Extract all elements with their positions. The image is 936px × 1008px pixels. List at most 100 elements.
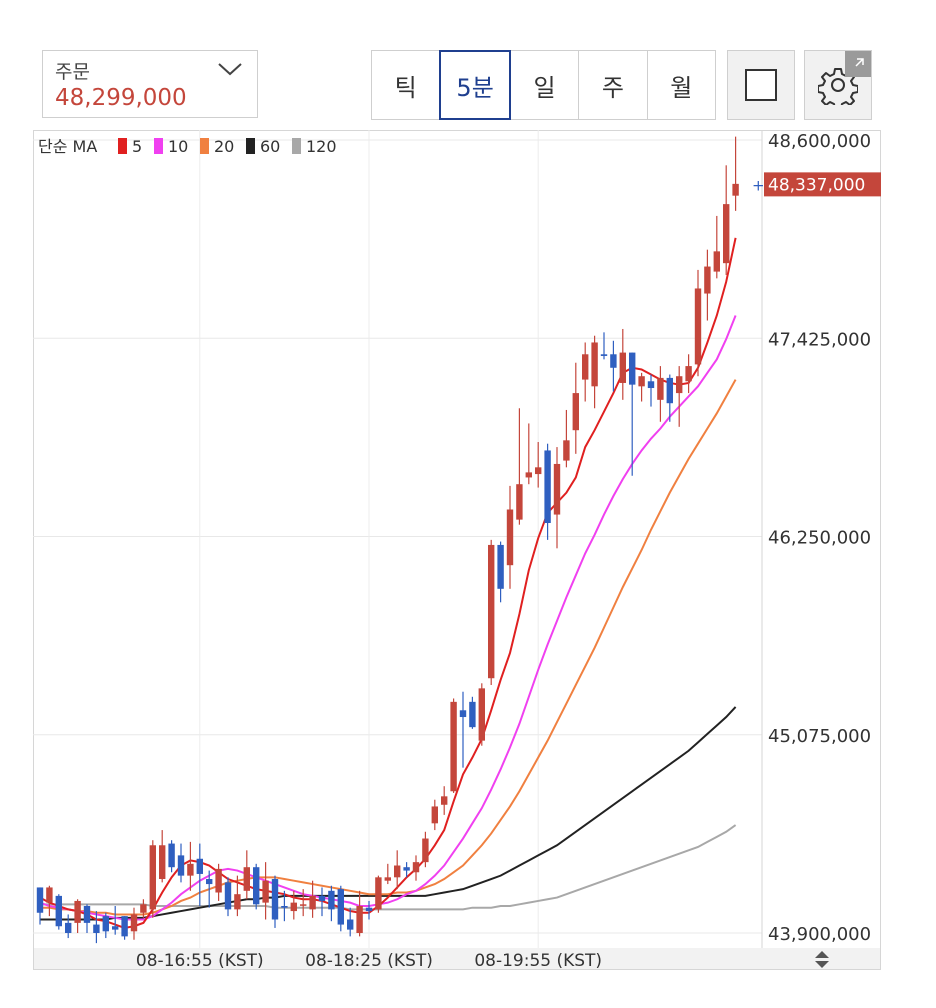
candle-body [478, 688, 485, 741]
candle-body [36, 887, 44, 913]
candle-body [572, 393, 579, 431]
candle-body [309, 895, 316, 910]
y-tick-label: 47,425,000 [768, 329, 871, 350]
candle-body [102, 916, 109, 932]
candle-body [243, 867, 250, 891]
y-tick-label: 43,900,000 [768, 924, 871, 945]
candle-body [253, 867, 260, 905]
candle-body [723, 204, 730, 264]
candle-body [356, 906, 363, 933]
candle-body [177, 855, 185, 876]
settings-button[interactable] [804, 50, 872, 120]
candle-body [403, 867, 410, 871]
candle-body [610, 354, 617, 368]
x-axis-band [34, 948, 880, 969]
ma-legend-label: 5 [132, 137, 142, 156]
candle-body [600, 354, 608, 356]
candle-body [431, 806, 438, 824]
y-tick-label: 45,075,000 [768, 726, 871, 747]
candle-body [441, 796, 448, 805]
candle-body [234, 894, 241, 910]
candle-body [516, 484, 523, 520]
candle-body [685, 366, 692, 382]
candle-body [459, 710, 467, 718]
ma-legend-title: 단순 MA [38, 137, 97, 156]
expand-icon[interactable] [845, 51, 871, 77]
gear-icon [818, 68, 858, 105]
ma-legend-label: 20 [214, 137, 234, 156]
candle-body [328, 890, 335, 910]
candle-body [215, 868, 222, 893]
x-tick-label: 08-18:25 (KST) [305, 951, 433, 971]
candle-body [553, 463, 561, 515]
candle-body [638, 376, 645, 387]
candle-body [657, 377, 664, 400]
candle-body [65, 922, 72, 933]
tab-day[interactable]: 일 [509, 50, 580, 120]
candle-body [412, 862, 420, 873]
current-price-badge [764, 172, 881, 197]
ma-legend-swatch [118, 138, 127, 154]
candle-body [591, 342, 598, 387]
candle-body [55, 895, 62, 927]
candle-body [130, 914, 138, 932]
candle-body [694, 288, 702, 365]
candle-body [384, 877, 391, 881]
candle-body [582, 354, 589, 380]
chevron-down-icon [218, 63, 242, 76]
x-tick-label: 08-16:55 (KST) [136, 951, 264, 971]
candle-body [469, 701, 476, 728]
ma-legend-swatch [154, 138, 163, 154]
ma20-line [40, 379, 737, 916]
candle-body [676, 376, 683, 394]
candle-body [74, 900, 81, 923]
candle-body [704, 266, 711, 294]
candle-body [281, 906, 288, 908]
fullscreen-button[interactable] [727, 50, 795, 120]
tab-month[interactable]: 월 [646, 50, 717, 120]
ma-legend-label: 60 [260, 137, 280, 156]
candle-body [112, 926, 119, 930]
candle-body [732, 183, 739, 196]
tab-5min[interactable]: 5분 [439, 50, 511, 120]
candle-body [318, 895, 326, 901]
candle-body [347, 919, 354, 930]
sort-down-arrow [815, 961, 829, 968]
candle-body [93, 924, 100, 933]
ma-legend-label: 10 [168, 137, 188, 156]
candle-body [121, 916, 128, 937]
timeframe-selector: 틱 5분 일 주 월 [371, 50, 717, 120]
order-label: 주문 [55, 61, 90, 83]
candle-body [140, 904, 147, 913]
current-price-marker: + [752, 176, 765, 194]
candle-body [544, 450, 551, 524]
candle-body [666, 377, 673, 404]
order-price: 48,299,000 [55, 85, 187, 111]
y-tick-label: 46,250,000 [768, 528, 871, 549]
candle-body [394, 865, 401, 878]
square-icon [745, 69, 777, 101]
ma60-line [40, 706, 737, 921]
candle-body [262, 880, 269, 903]
candle-body [187, 863, 194, 876]
ma-legend-label: 120 [306, 137, 337, 156]
ma-legend-swatch [200, 138, 209, 154]
chart-area[interactable] [33, 130, 881, 970]
candle-body [713, 251, 720, 272]
candle-body [83, 906, 91, 923]
tab-week[interactable]: 주 [578, 50, 648, 120]
order-select[interactable]: 주문 48,299,000 [42, 50, 258, 118]
candle-body [525, 472, 532, 478]
candle-body [224, 882, 232, 910]
candle-body [488, 544, 495, 679]
candle-body [290, 902, 297, 912]
ma5-line [39, 237, 737, 929]
candle-body [271, 879, 279, 920]
candle-body [149, 845, 156, 910]
candle-body [647, 381, 655, 389]
candle-body [168, 843, 175, 868]
candle-body [629, 352, 636, 385]
sort-arrows-icon [815, 951, 829, 968]
sort-up-arrow [815, 951, 829, 958]
